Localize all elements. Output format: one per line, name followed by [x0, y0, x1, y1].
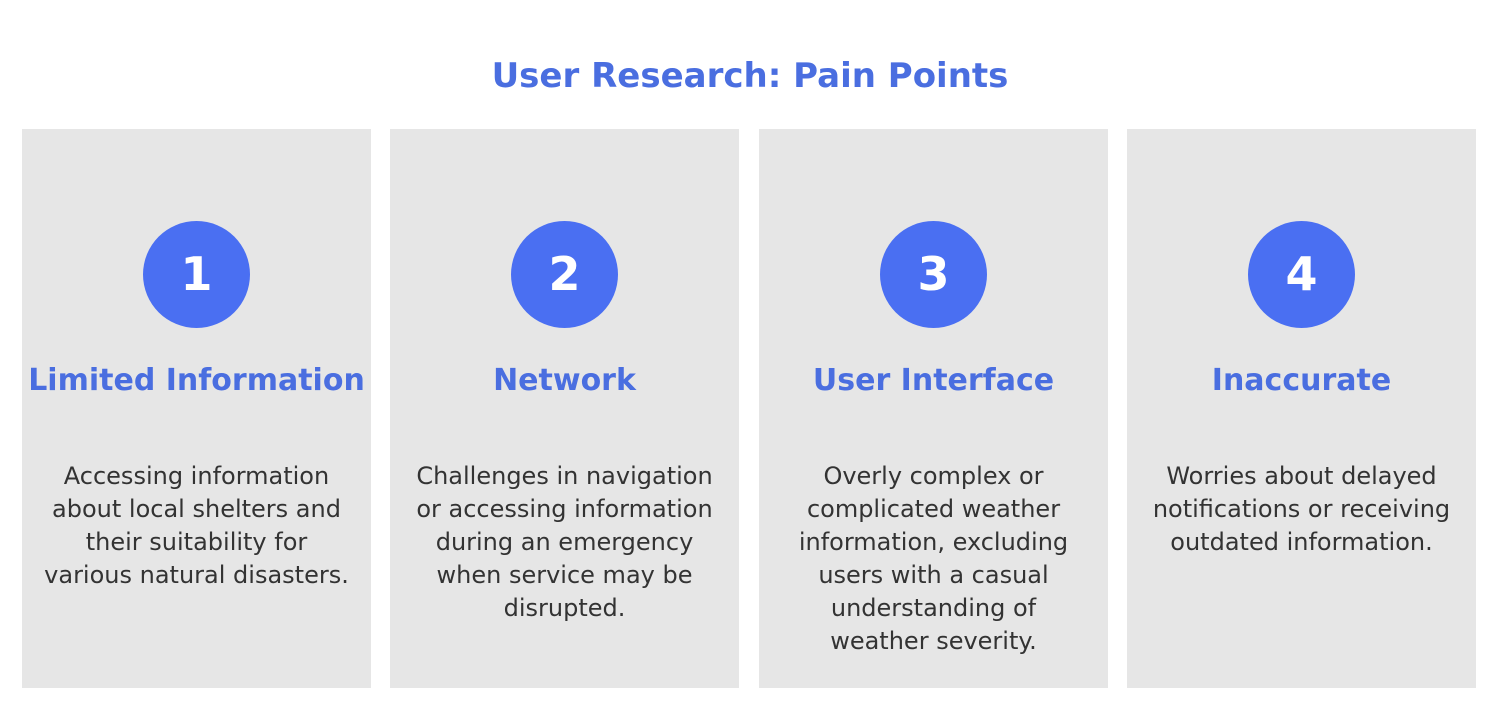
number-badge: 1	[143, 221, 250, 328]
card-title: Inaccurate	[1211, 363, 1392, 398]
card-title: User Interface	[812, 363, 1055, 398]
number-badge: 3	[880, 221, 987, 328]
card-title: Limited Information	[28, 363, 365, 398]
number-badge: 4	[1248, 221, 1355, 328]
number-badge: 2	[511, 221, 618, 328]
card-description: Accessing information about local shelte…	[44, 462, 349, 589]
pain-point-card-2: 2 Network Challenges in navigation or ac…	[390, 129, 739, 688]
card-description: Overly complex or complicated weather in…	[798, 462, 1069, 655]
card-description: Challenges in navigation or accessing in…	[416, 462, 713, 622]
card-title: Network	[493, 363, 636, 398]
page-title: User Research: Pain Points	[491, 56, 1009, 96]
pain-point-card-4: 4 Inaccurate Worries about delayed notif…	[1127, 129, 1476, 688]
pain-point-card-1: 1 Limited Information Accessing informat…	[22, 129, 371, 688]
pain-point-cards: 1 Limited Information Accessing informat…	[22, 129, 1478, 688]
pain-point-card-3: 3 User Interface Overly complex or compl…	[759, 129, 1108, 688]
card-description: Worries about delayed notifications or r…	[1152, 462, 1451, 556]
